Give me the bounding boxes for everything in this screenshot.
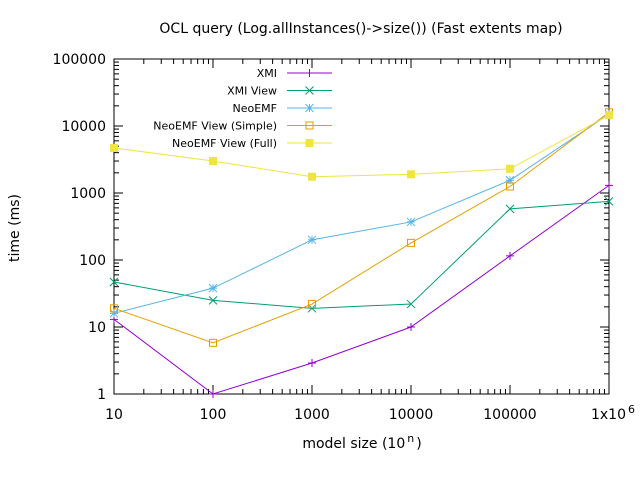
legend: XMI XMI View NeoEMF NeoEMF View (Simple) Neo… <box>153 67 332 150</box>
y-tick-label: 1 <box>97 387 106 403</box>
series-xmi-view <box>109 197 614 313</box>
series-line <box>113 113 610 314</box>
data-point <box>109 308 119 318</box>
y-tick-label: 100000 <box>53 52 106 68</box>
data-point <box>605 111 613 120</box>
data-point <box>208 283 218 293</box>
legend-swatch-marker <box>305 69 314 77</box>
x-tick-label-superscript: 6 <box>628 403 635 416</box>
x-tick-label: 100 <box>200 407 227 423</box>
data-point <box>209 338 217 347</box>
y-tick-label: 100 <box>79 253 106 269</box>
data-point <box>407 238 415 247</box>
legend-label: NeoEMF View (Simple) <box>153 120 277 133</box>
data-point <box>506 182 514 191</box>
data-point <box>110 143 118 152</box>
data-point <box>407 323 415 331</box>
data-point <box>110 304 118 313</box>
plot-area <box>113 58 610 395</box>
data-point <box>209 390 217 398</box>
data-point <box>308 300 316 309</box>
series-line <box>113 111 610 344</box>
x-tick-label-main: 100000 <box>483 407 536 423</box>
legend-label: XMI <box>257 67 277 80</box>
y-axis-ticks: 1 10 100 1000 10000 100000 <box>53 52 609 403</box>
x-axis-label-tail: ) <box>416 436 421 452</box>
x-axis-label-superscript: n <box>407 432 414 445</box>
series-line <box>113 114 610 178</box>
legend-item: NeoEMF View (Simple) <box>153 120 332 133</box>
data-point <box>505 175 515 185</box>
data-point <box>407 170 415 179</box>
data-point <box>604 197 614 206</box>
x-tick-label: 10000 <box>389 407 434 423</box>
x-tick-label: 1000 <box>294 407 330 423</box>
legend-swatch-marker <box>305 86 314 95</box>
y-tick-label: 10 <box>88 320 106 336</box>
legend-label: NeoEMF View (Full) <box>172 137 277 150</box>
x-axis-label-base: model size (10 <box>302 436 405 452</box>
x-tick-label-main: 10000 <box>389 407 434 423</box>
x-tick-label-main: 10 <box>105 407 123 423</box>
legend-swatch-marker <box>305 121 314 130</box>
data-point <box>406 299 416 309</box>
series-layer <box>109 108 614 398</box>
x-axis-ticks: 10 100 1000 10000 100000 1x10 6 <box>105 59 635 423</box>
x-tick-label: 100000 <box>483 407 536 423</box>
y-axis-label: time (ms) <box>7 194 23 262</box>
y-tick-label: 1000 <box>70 186 106 202</box>
data-point <box>506 164 514 173</box>
y-tick-label: 10000 <box>61 119 106 135</box>
data-point <box>506 251 514 260</box>
data-point <box>406 217 416 227</box>
series-neoemf <box>109 109 614 318</box>
x-tick-label-main: 100 <box>200 407 227 423</box>
legend-item: XMI View <box>227 85 332 98</box>
legend-item: NeoEMF <box>233 102 332 115</box>
x-tick-label: 1x10 6 <box>591 403 635 423</box>
series-line <box>113 184 610 395</box>
legend-item: NeoEMF View (Full) <box>172 137 332 150</box>
data-point <box>605 181 613 190</box>
x-tick-label: 10 <box>105 407 123 423</box>
chart-title: OCL query (Log.allInstances()->size()) (… <box>159 21 562 37</box>
legend-swatch-marker <box>305 103 314 113</box>
series-line <box>113 200 610 309</box>
data-point <box>208 295 218 305</box>
data-point <box>505 204 515 214</box>
x-tick-label-main: 1000 <box>294 407 330 423</box>
legend-item: XMI <box>257 67 332 80</box>
data-point <box>209 157 217 166</box>
x-axis-label: model size (10 n) <box>302 432 421 452</box>
x-tick-label-main: 1x10 <box>591 407 626 423</box>
data-point <box>307 235 317 245</box>
data-point <box>307 303 317 313</box>
data-point <box>308 359 316 368</box>
series-neoemf-view-full <box>110 111 613 181</box>
legend-swatch-marker <box>305 139 314 147</box>
legend-label: XMI View <box>227 85 277 98</box>
series-xmi <box>110 181 613 398</box>
legend-label: NeoEMF <box>233 102 278 115</box>
data-point <box>109 277 119 287</box>
data-point <box>308 172 316 181</box>
